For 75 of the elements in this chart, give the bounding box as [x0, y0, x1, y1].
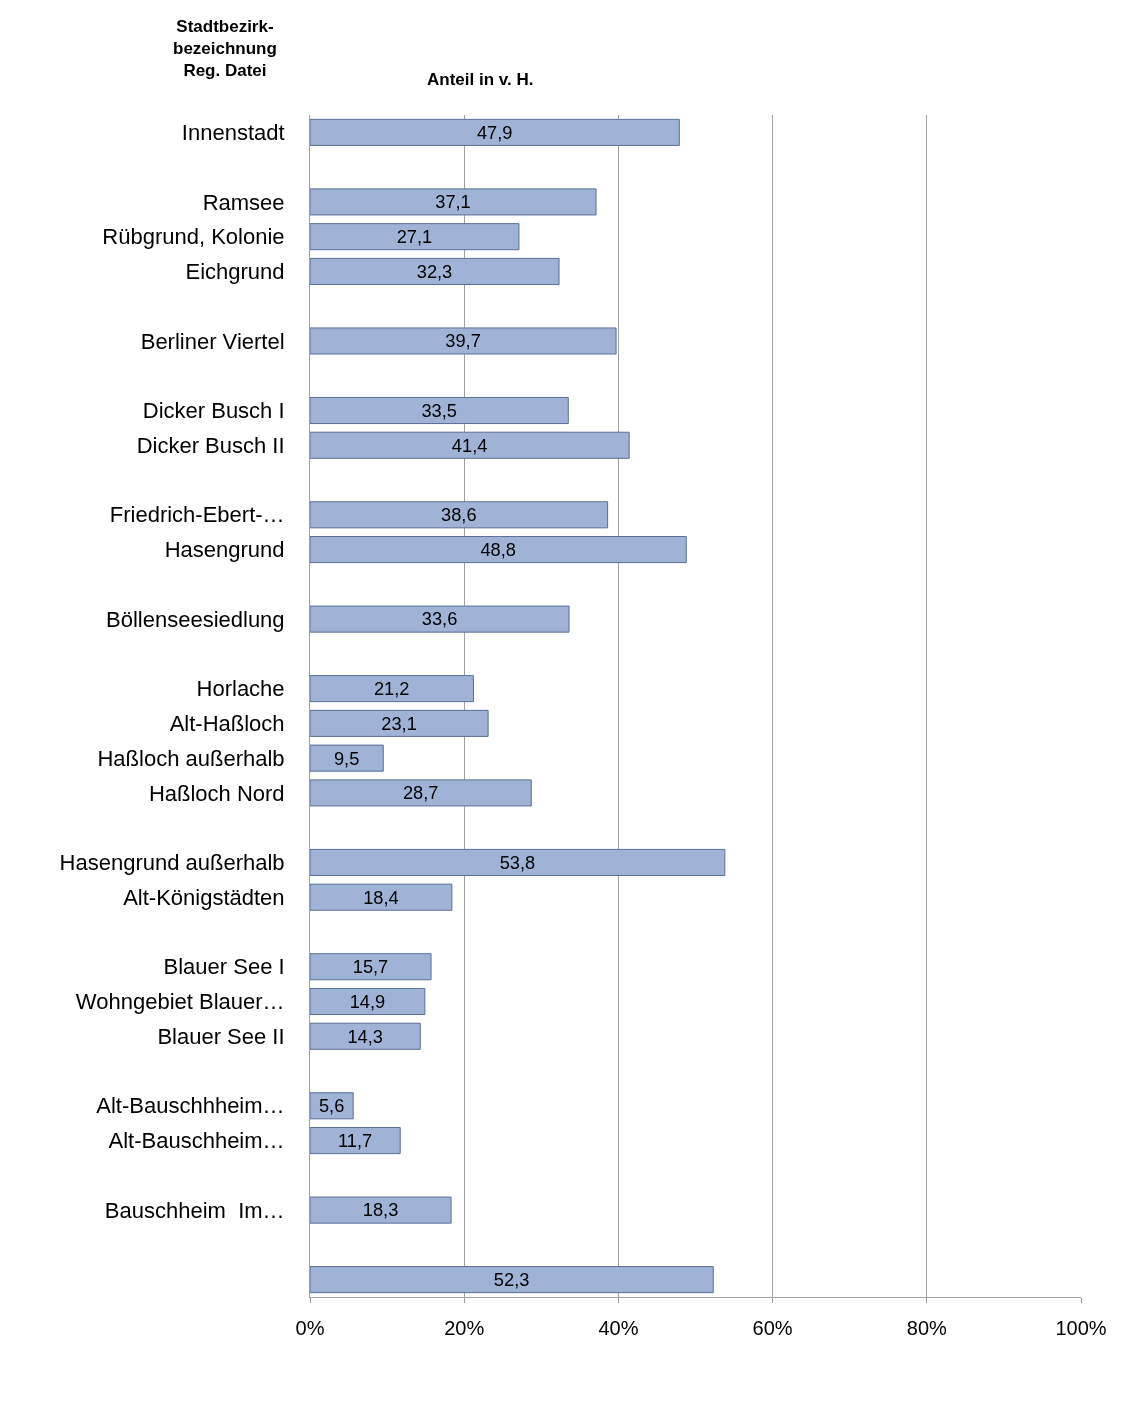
data-label: 23,1: [381, 712, 417, 734]
bar: [310, 987, 426, 1016]
y-tick-label: Haßloch Nord: [148, 780, 285, 806]
data-label: 33,6: [421, 608, 458, 630]
data-label: 9,5: [333, 747, 360, 769]
y-tick-label: Alt-Haßloch: [169, 711, 285, 737]
x-tick-label: 40%: [598, 1317, 639, 1339]
bar: [310, 257, 560, 285]
y-tick-label: Bauschheim Im…: [104, 1197, 285, 1223]
y-tick-label: Wohngebiet Blauer…: [75, 989, 285, 1015]
bar: [310, 848, 726, 876]
y-tick-label: Innenstadt: [181, 120, 285, 146]
y-tick-label: Blauer See I: [163, 954, 285, 980]
bar: [310, 396, 569, 425]
data-label: 14,9: [349, 990, 386, 1012]
y-tick-label: Berliner Viertel: [140, 328, 285, 354]
data-label: 14,3: [347, 1025, 383, 1047]
bar: [310, 501, 609, 529]
bar: [310, 188, 597, 216]
y-tick-label: Alt-Bauschheim…: [108, 1128, 285, 1154]
y-tick-label: Haßloch außerhalb: [97, 745, 285, 771]
bar: [310, 1127, 401, 1155]
x-tick-label: 100%: [1055, 1317, 1107, 1339]
bar: [310, 953, 432, 981]
data-label: 32,3: [416, 260, 453, 282]
bar: [310, 536, 687, 564]
data-label: 47,9: [476, 121, 513, 143]
data-label: 18,4: [363, 886, 399, 908]
y-tick-label: Horlache: [196, 676, 285, 702]
y-tick-label: Blauer See II: [157, 1023, 285, 1049]
y-tick-label: Hasengrund: [164, 537, 285, 563]
data-label: 18,3: [362, 1199, 399, 1221]
data-label: 41,4: [451, 434, 488, 456]
y-tick-label: Rübgrund, Kolonie: [102, 224, 285, 250]
x-tick-label: 0%: [295, 1317, 325, 1339]
y-axis-title: Stadtbezirk- bezeichnung Reg. Datei: [173, 17, 277, 81]
y-tick-label: Alt-Bauschhheim…: [96, 1093, 285, 1119]
y-tick-label: Dicker Busch II: [136, 432, 285, 458]
data-label: 27,1: [396, 226, 433, 248]
data-label: 28,7: [402, 782, 439, 804]
bar: [310, 779, 532, 807]
x-tick-label: 20%: [444, 1317, 485, 1339]
bar: [310, 431, 630, 459]
bar: [310, 605, 570, 633]
y-tick-label: Ramsee: [202, 189, 285, 215]
data-label: 39,7: [445, 330, 481, 352]
x-axis-title: Anteil in v. H.: [427, 70, 534, 89]
y-tick-label: Dicker Busch I: [142, 398, 285, 424]
y-tick-label: Friedrich-Ebert-…: [109, 502, 285, 528]
y-tick-label: Eichgrund: [185, 259, 285, 285]
bar: [310, 1196, 452, 1224]
data-label: 53,8: [499, 851, 536, 873]
bar: [310, 327, 617, 355]
bar: [310, 223, 520, 251]
y-tick-label: Böllenseesiedlung: [106, 606, 285, 632]
data-label: 38,6: [441, 504, 477, 526]
x-tick-label: 80%: [906, 1317, 948, 1339]
x-tick-label: 60%: [752, 1317, 793, 1339]
data-label: 37,1: [435, 191, 471, 213]
bar: [310, 744, 384, 772]
bar: [310, 1022, 421, 1050]
bar: [310, 675, 474, 703]
y-tick-label: Alt-Königstädten: [123, 884, 285, 910]
data-label: 48,8: [480, 538, 516, 560]
data-label: 15,7: [352, 956, 389, 978]
data-label: 33,5: [421, 399, 457, 421]
bar: [310, 1266, 714, 1294]
data-label: 5,6: [318, 1095, 345, 1117]
bar: [310, 883, 453, 911]
bar: [310, 118, 680, 146]
data-label: 21,2: [373, 678, 410, 699]
y-tick-label: Hasengrund außerhalb: [59, 850, 285, 876]
data-label: 11,7: [338, 1129, 373, 1151]
bar: [310, 709, 489, 737]
data-label: 52,3: [493, 1269, 530, 1290]
